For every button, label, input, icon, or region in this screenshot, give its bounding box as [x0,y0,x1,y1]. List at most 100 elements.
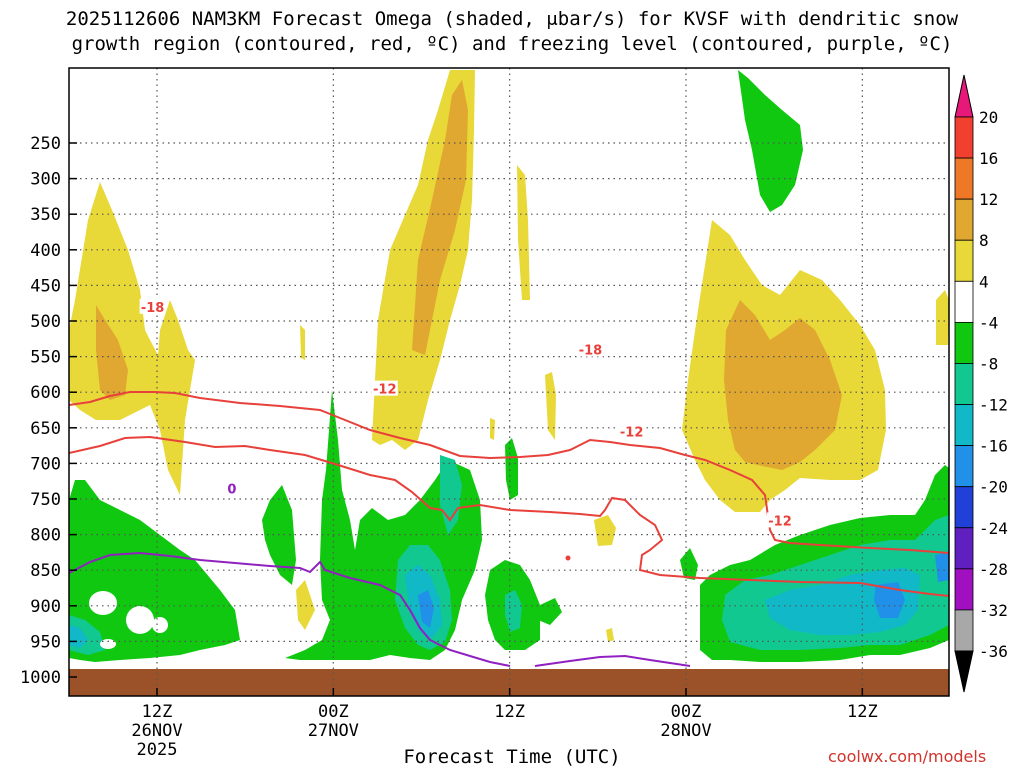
colorbar-swatch [954,445,974,488]
y-tick-label: 500 [30,312,61,332]
contour-lines [69,391,949,667]
x-tick-label: 2025 [137,740,178,760]
contour-label: -12 [768,514,792,529]
contour-label: -18 [141,301,165,316]
y-tick-label: 350 [30,205,61,225]
y-tick-label: 1000 [20,668,61,688]
y-tick-label: 300 [30,170,61,190]
colorbar-tick-label: -28 [979,560,1008,579]
omega-shade-green [680,548,698,580]
omega-shade-blue [935,552,949,582]
colorbar-tick-label: 4 [979,272,989,291]
x-axis-label: Forecast Time (UTC) [403,746,621,768]
contour-labels: -18 -18 -12 -12 -12 0 [139,298,794,529]
y-tick-label: 800 [30,526,61,546]
y-tick-label: 550 [30,348,61,368]
contour-label: -12 [373,383,397,398]
omega-shade-green [738,70,803,212]
omega-colorbar: 20 16 12 8 4 -4 -8 -12 -16 -20 -24 -28 -32 -36 [954,74,1008,693]
omega-shade-teal [505,590,522,632]
omega-shade-yellow [936,290,949,345]
y-tick-label: 600 [30,383,61,403]
colorbar-swatch [954,280,974,323]
omega-shade-white [126,606,154,634]
y-tick-label: 900 [30,597,61,617]
contour-label: 0 [227,482,236,497]
omega-shade-yellow [69,182,195,495]
y-tick-label: 850 [30,561,61,581]
y-axis-ticks: 250 300 350 400 450 500 550 600 650 700 750 800 850 9… [20,134,77,688]
contour-minus18-line [69,391,949,554]
colorbar-swatch [954,157,974,200]
x-tick-label: 26NOV [131,721,182,741]
omega-shade-yellow [606,628,614,642]
x-tick-label: 12Z [494,702,525,722]
x-tick-label: 27NOV [308,721,359,741]
omega-shade-yellow [545,372,556,440]
colorbar-swatch [954,239,974,282]
y-tick-label: 700 [30,454,61,474]
colorbar-tick-label: -8 [979,354,998,373]
contour-minus12-line [69,435,949,597]
y-tick-label: 750 [30,490,61,510]
omega-shade-yellow [594,515,616,546]
colorbar-tick-label: 8 [979,231,989,250]
colorbar-swatch [954,321,974,364]
colorbar-swatch [954,609,974,652]
colorbar-tick-label: 12 [979,190,998,209]
colorbar-swatch [954,198,974,241]
colorbar-swatch [954,527,974,570]
colorbar-tick-label: -24 [979,519,1008,538]
x-tick-label: 12Z [847,702,878,722]
colorbar-tick-label: -12 [979,396,1008,415]
y-tick-label: 400 [30,241,61,261]
omega-shade-green [538,598,562,625]
x-tick-label: 12Z [142,702,173,722]
chart-grid [69,68,949,696]
contour-freezing-line [69,551,691,667]
omega-shade-cyan [69,625,88,648]
chart-title-line-2: growth region (contoured, red, ºC) and f… [71,33,953,55]
omega-shade-yellow [300,325,305,360]
x-tick-label: 00Z [318,702,349,722]
omega-shading [69,70,949,662]
y-tick-label: 450 [30,276,61,296]
contour-label-bg [371,380,398,396]
omega-shade-green [69,480,240,662]
omega-shade-green [505,438,518,500]
omega-shade-white [89,591,117,615]
omega-shade-white [100,639,116,649]
colorbar-tick-label: -20 [979,478,1008,497]
colorbar-swatch [954,568,974,611]
omega-shade-orange [96,305,128,400]
contour-label-bg [139,298,166,314]
colorbar-bottom-arrow [954,650,974,693]
colorbar-tick-label: 20 [979,108,998,127]
colorbar-swatch [954,404,974,447]
omega-shade-yellow [490,418,495,440]
colorbar-swatch [954,486,974,529]
contour-label-bg [577,341,604,357]
colorbar-tick-label: -4 [979,313,998,332]
y-tick-label: 650 [30,419,61,439]
contour-label: -18 [579,343,603,358]
contour-label-bg [618,423,645,439]
chart-title-line-1: 2025112606 NAM3KM Forecast Omega (shaded… [65,8,959,30]
omega-shade-blue [418,590,434,628]
omega-shade-blue [874,582,905,618]
x-tick-label: 28NOV [660,721,711,741]
omega-shade-yellow [517,165,530,300]
colorbar-swatch [954,363,974,405]
x-tick-label: 00Z [671,702,702,722]
y-tick-label: 950 [30,632,61,652]
omega-shade-orange [412,80,468,355]
contour-label-bg [218,480,245,496]
colorbar-top-arrow [954,74,974,118]
colorbar-tick-label: 16 [979,149,998,168]
colorbar-tick-label: -32 [979,601,1008,620]
omega-shade-white [152,617,168,633]
source-credit: coolwx.com/models [828,747,987,766]
colorbar-tick-label: -36 [979,642,1008,661]
